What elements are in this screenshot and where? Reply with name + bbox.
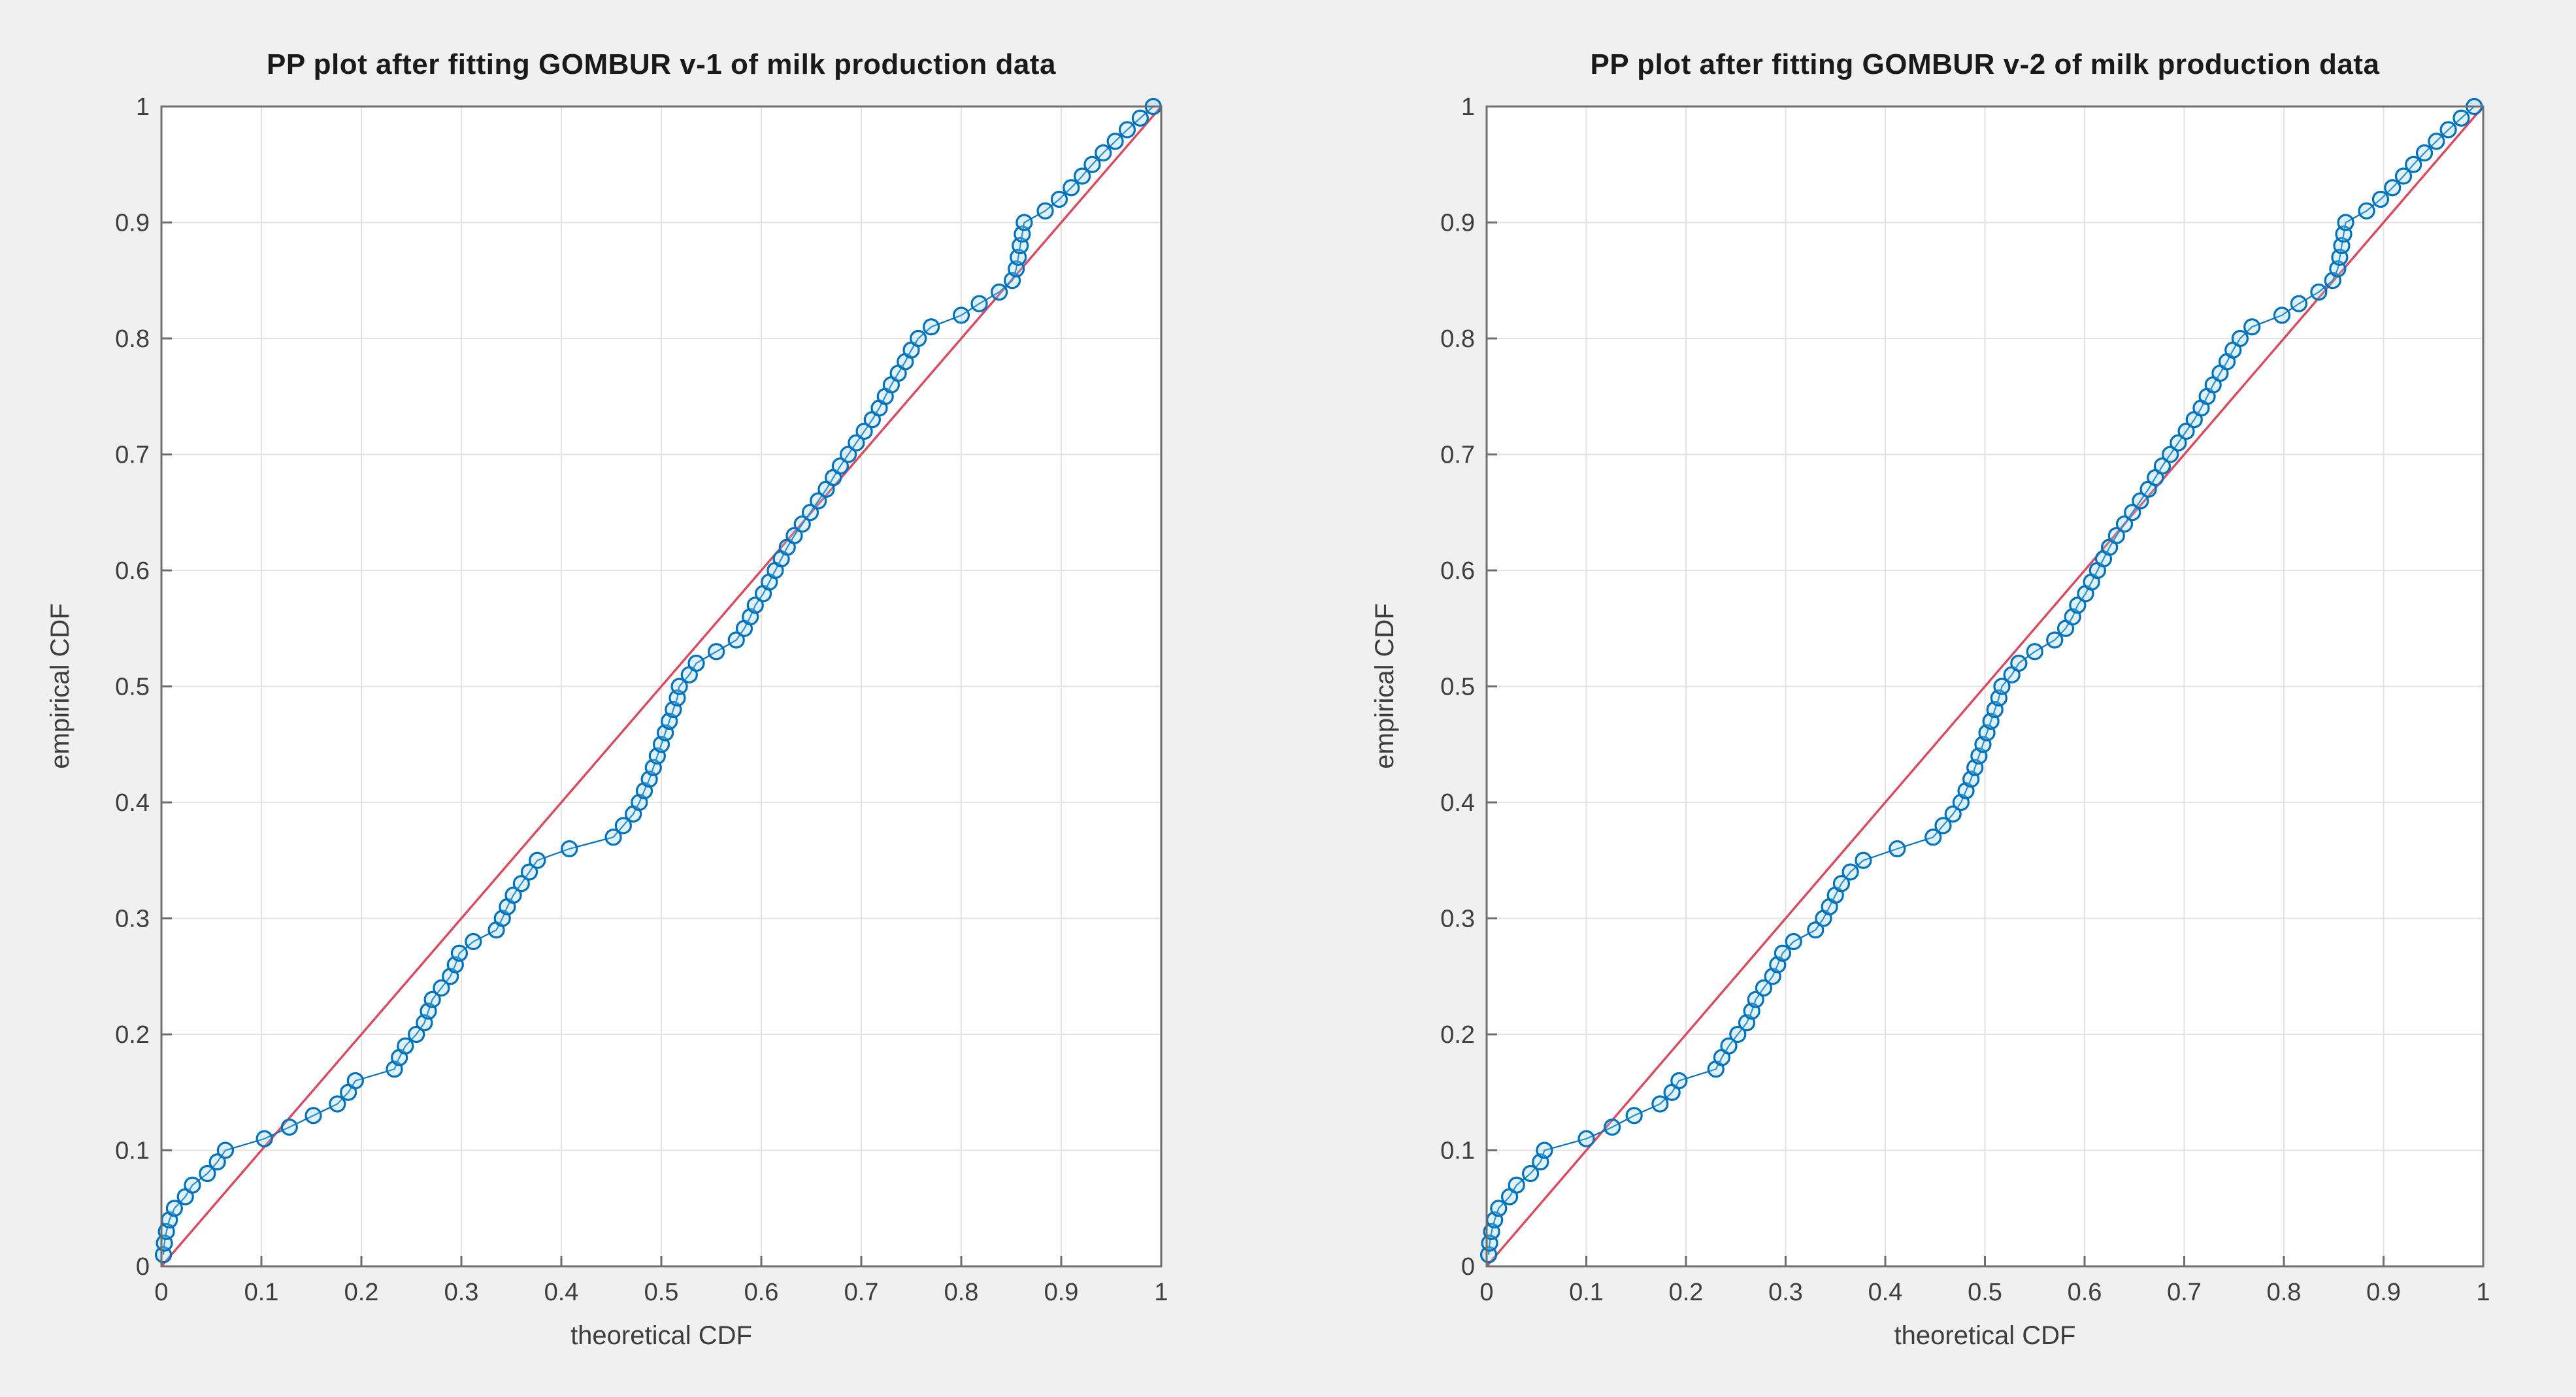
svg-text:0.3: 0.3 bbox=[1768, 1279, 1803, 1306]
svg-text:0.4: 0.4 bbox=[1440, 789, 1475, 817]
svg-text:0.3: 0.3 bbox=[115, 906, 150, 933]
y-axis-label-v1: empirical CDF bbox=[46, 603, 74, 769]
svg-text:0.2: 0.2 bbox=[115, 1021, 150, 1049]
svg-text:1: 1 bbox=[1461, 93, 1475, 121]
svg-text:1: 1 bbox=[1154, 1279, 1168, 1306]
svg-text:0: 0 bbox=[154, 1279, 168, 1306]
tick-labels: 0 0.1 0.2 0.3 0.4 0.5 0.6 0.7 0.8 0.9 1 0 0.1 0.2 0.3 0… bbox=[1440, 93, 2490, 1306]
plot-title-v1: PP plot after fitting GOMBUR v-1 of milk… bbox=[267, 48, 1056, 80]
series-markers bbox=[1479, 97, 2483, 1264]
plot-title-v2: PP plot after fitting GOMBUR v-2 of milk… bbox=[1590, 48, 2380, 80]
svg-text:0.5: 0.5 bbox=[1440, 674, 1475, 701]
x-axis-label-v1: theoretical CDF bbox=[570, 1321, 752, 1350]
svg-text:0.5: 0.5 bbox=[644, 1279, 679, 1306]
svg-text:0.1: 0.1 bbox=[1569, 1279, 1604, 1306]
svg-text:0.7: 0.7 bbox=[2167, 1279, 2202, 1306]
series-markers bbox=[154, 97, 1162, 1264]
svg-text:0.3: 0.3 bbox=[1440, 906, 1475, 933]
svg-text:0.1: 0.1 bbox=[1440, 1138, 1475, 1165]
svg-text:1: 1 bbox=[136, 93, 150, 121]
svg-text:0.5: 0.5 bbox=[115, 674, 150, 701]
svg-text:0.9: 0.9 bbox=[1044, 1279, 1079, 1306]
svg-text:0.2: 0.2 bbox=[344, 1279, 379, 1306]
svg-text:0.7: 0.7 bbox=[844, 1279, 879, 1306]
svg-text:0.9: 0.9 bbox=[1440, 210, 1475, 237]
svg-text:0.6: 0.6 bbox=[744, 1279, 779, 1306]
svg-text:0.2: 0.2 bbox=[1440, 1021, 1475, 1049]
svg-text:0.4: 0.4 bbox=[115, 789, 150, 817]
svg-text:0.6: 0.6 bbox=[1440, 557, 1475, 585]
svg-text:0: 0 bbox=[136, 1253, 150, 1281]
svg-text:0.8: 0.8 bbox=[115, 325, 150, 353]
svg-text:0.1: 0.1 bbox=[115, 1138, 150, 1165]
svg-text:0.1: 0.1 bbox=[244, 1279, 279, 1306]
tick-marks bbox=[1485, 105, 2485, 1268]
svg-text:0.6: 0.6 bbox=[115, 557, 150, 585]
y-axis-label-v2: empirical CDF bbox=[1370, 603, 1399, 769]
tick-labels: 0 0.1 0.2 0.3 0.4 0.5 0.6 0.7 0.8 0.9 1 0 0.1 0.2 0.3 0… bbox=[115, 93, 1168, 1306]
svg-text:0.9: 0.9 bbox=[115, 210, 150, 237]
svg-text:0.5: 0.5 bbox=[1968, 1279, 2002, 1306]
svg-text:0.7: 0.7 bbox=[1440, 442, 1475, 469]
svg-text:0.8: 0.8 bbox=[944, 1279, 979, 1306]
svg-text:0: 0 bbox=[1479, 1279, 1493, 1306]
tick-marks bbox=[160, 105, 1163, 1268]
svg-text:1: 1 bbox=[2476, 1279, 2490, 1306]
svg-text:0.2: 0.2 bbox=[1669, 1279, 1704, 1306]
svg-text:0.9: 0.9 bbox=[2366, 1279, 2401, 1306]
svg-text:0.3: 0.3 bbox=[444, 1279, 479, 1306]
svg-text:0: 0 bbox=[1461, 1253, 1475, 1281]
svg-text:0.6: 0.6 bbox=[2068, 1279, 2102, 1306]
svg-text:0.4: 0.4 bbox=[544, 1279, 579, 1306]
svg-text:0.8: 0.8 bbox=[1440, 325, 1475, 353]
x-axis-label-v2: theoretical CDF bbox=[1894, 1321, 2076, 1350]
svg-text:0.8: 0.8 bbox=[2267, 1279, 2302, 1306]
reference-line-diagonal bbox=[160, 105, 1163, 1268]
svg-text:0.4: 0.4 bbox=[1868, 1279, 1903, 1306]
svg-text:0.7: 0.7 bbox=[115, 442, 150, 469]
